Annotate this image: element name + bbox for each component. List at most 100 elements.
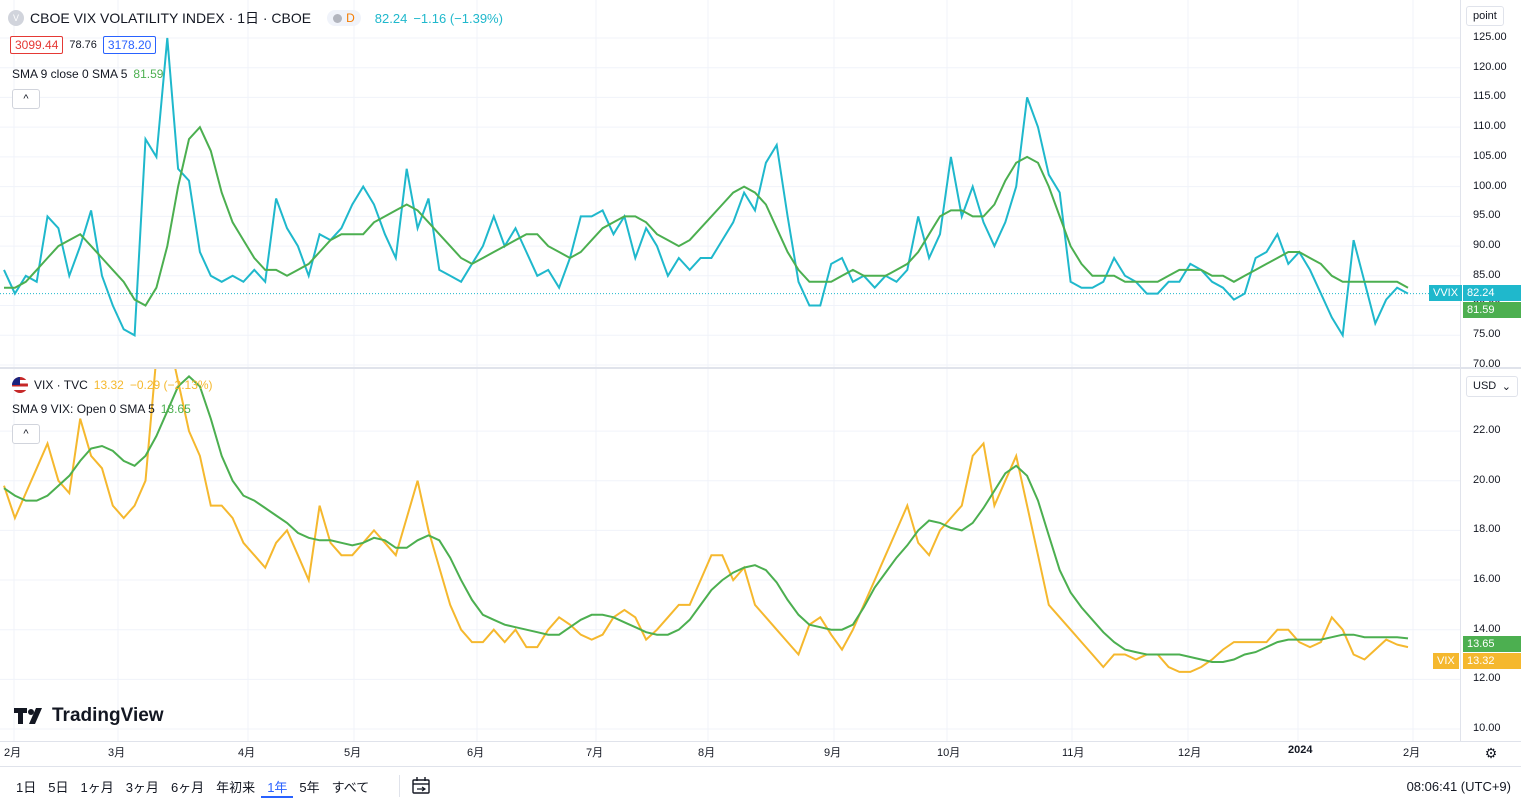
range-button[interactable]: 1年: [261, 777, 294, 798]
time-tick-label: 9月: [824, 747, 842, 759]
price-tick-label: 105.00: [1473, 149, 1507, 162]
toolbar-divider: [399, 775, 400, 797]
vvix-last-value: 82.24: [374, 10, 408, 26]
pane-separator[interactable]: [0, 367, 1521, 369]
chevron-down-icon: ⌄: [1501, 381, 1511, 393]
price-tick-label: 120.00: [1473, 60, 1507, 73]
time-tick-label: 12月: [1178, 747, 1202, 759]
range-buttons: 1日 5日 1ヶ月 3ヶ月 6ヶ月 年初来 1年 5年 すべて: [10, 777, 375, 798]
vvix-indicator-legend: SMA 9 close 0 SMA 5 81.59: [12, 67, 163, 81]
market-status-badge[interactable]: D: [327, 10, 361, 26]
price-tick-label: 100.00: [1473, 179, 1507, 192]
vix-price-line: [3, 369, 1409, 673]
vix-title[interactable]: VIX · TVC: [34, 378, 88, 392]
price-tick-label: 125.00: [1473, 30, 1507, 43]
price-axis-border: [1460, 0, 1461, 741]
vix-sma-tag: 13.65: [1463, 636, 1521, 652]
range-button[interactable]: 6ヶ月: [170, 780, 205, 795]
vvix-collapse-button[interactable]: ^: [12, 89, 40, 109]
vvix-indicator-value: 81.59: [133, 67, 164, 81]
delayed-badge: D: [346, 11, 355, 25]
vix-collapse-button[interactable]: ^: [12, 424, 40, 444]
price-tick-label: 75.00: [1473, 328, 1501, 341]
vvix-title[interactable]: CBOE VIX VOLATILITY INDEX · 1日 · CBOE: [30, 10, 312, 26]
brand-name: TradingView: [52, 705, 164, 726]
vvix-price-line: [3, 37, 1409, 339]
cboe-logo-icon: V: [8, 10, 24, 26]
price-tick-label: 12.00: [1473, 672, 1501, 685]
time-tick-label: 6月: [467, 747, 485, 759]
vvix-symbol-tag: VVIX: [1429, 285, 1463, 301]
range-button[interactable]: 年初来: [216, 780, 256, 795]
range-toolbar: 1日 5日 1ヶ月 3ヶ月 6ヶ月 年初来 1年 5年 すべて 08:06:41 (UTC+9): [0, 766, 1521, 808]
vvix-price-axis[interactable]: 70.0075.0080.0085.0090.0095.00100.00105.…: [1461, 0, 1521, 370]
range-button[interactable]: 5日: [48, 780, 69, 795]
time-tick-label: 11月: [1062, 747, 1085, 759]
ask-price-box[interactable]: 3178.20: [102, 36, 157, 54]
vvix-chart-pane[interactable]: [0, 0, 1460, 367]
vix-chart-pane[interactable]: [0, 369, 1460, 741]
price-tick-label: 10.00: [1473, 722, 1501, 735]
vix-last-tag: 13.32: [1463, 653, 1521, 669]
vix-legend: VIX · TVC 13.32 −0.29 (−2.13%): [12, 377, 213, 393]
time-tick-label: 3月: [108, 747, 126, 759]
price-tick-label: 22.00: [1473, 424, 1501, 437]
vvix-grid: [0, 0, 1460, 367]
time-tick-label: 7月: [586, 747, 604, 759]
vix-indicator-legend: SMA 9 VIX: Open 0 SMA 5 13.65: [12, 402, 191, 416]
gear-icon[interactable]: ⚙: [1484, 745, 1498, 761]
vvix-indicator-name[interactable]: SMA 9 close 0 SMA 5: [12, 67, 128, 81]
vvix-scale-button[interactable]: point: [1466, 6, 1504, 26]
chevron-up-icon: ^: [23, 428, 29, 440]
time-tick-label: 8月: [698, 747, 716, 759]
clock[interactable]: 08:06:41 (UTC+9): [1406, 779, 1511, 794]
range-button[interactable]: 1ヶ月: [80, 780, 114, 795]
bid-price-box[interactable]: 3099.44: [10, 36, 64, 54]
vix-price-axis[interactable]: 10.00 12.00 14.00 16.00 18.00 20.00 22.00: [1461, 369, 1521, 741]
time-tick-label: 5月: [344, 747, 362, 759]
price-tick-label: 115.00: [1473, 90, 1506, 103]
range-button[interactable]: 3ヶ月: [125, 780, 159, 795]
time-tick-label: 4月: [238, 747, 256, 759]
chevron-up-icon: ^: [23, 93, 29, 105]
vvix-last-tag: 82.24: [1463, 285, 1521, 301]
time-tick-label: 2月: [1403, 747, 1421, 759]
vix-symbol-tag: VIX: [1433, 653, 1459, 669]
range-button[interactable]: 5年: [299, 780, 320, 795]
spread-value: 78.76: [69, 39, 97, 51]
us-flag-icon: [12, 377, 28, 393]
price-tick-label: 70.00: [1473, 358, 1501, 370]
vix-grid: [0, 369, 1460, 741]
range-button[interactable]: 1日: [16, 780, 37, 795]
vix-currency-button[interactable]: USD ⌄: [1466, 376, 1518, 397]
vix-indicator-name[interactable]: SMA 9 VIX: Open 0 SMA 5: [12, 402, 155, 416]
price-tick-label: 18.00: [1473, 523, 1501, 536]
time-axis-border: [0, 741, 1521, 742]
range-button[interactable]: すべて: [331, 780, 370, 795]
vvix-legend: V CBOE VIX VOLATILITY INDEX · 1日 · CBOE …: [8, 8, 503, 28]
time-tick-label: 2月: [4, 747, 22, 759]
price-tick-label: 20.00: [1473, 473, 1501, 486]
date-range-icon[interactable]: [410, 775, 434, 797]
vix-currency-label: USD: [1473, 380, 1497, 392]
status-dot-icon: [333, 13, 343, 23]
price-tick-label: 95.00: [1473, 209, 1501, 222]
vvix-sma-tag: 81.59: [1463, 302, 1521, 318]
vix-sma-line: [3, 375, 1409, 663]
time-tick-label: 2024: [1288, 744, 1313, 756]
vvix-sma-line: [4, 125, 1409, 307]
tradingview-logo[interactable]: TradingView: [14, 705, 164, 727]
vvix-bid-ask-row: 3099.44 78.76 3178.20: [10, 36, 157, 54]
time-tick-label: 10月: [937, 747, 961, 759]
vvix-change-value: −1.16 (−1.39%): [413, 10, 503, 26]
vix-indicator-value: 13.65: [160, 402, 191, 416]
tradingview-icon: [14, 708, 42, 724]
price-tick-label: 16.00: [1473, 573, 1501, 586]
vix-last-value: 13.32: [93, 378, 124, 392]
price-tick-label: 14.00: [1473, 622, 1501, 635]
price-tick-label: 110.00: [1473, 120, 1506, 133]
vix-change-value: −0.29 (−2.13%): [129, 378, 213, 392]
price-tick-label: 85.00: [1473, 268, 1501, 281]
price-tick-label: 90.00: [1473, 239, 1501, 252]
time-axis[interactable]: 2月 3月 4月 5月 6月 7月 8月 9月 10月 11月 12月 2024 2月: [0, 742, 1460, 766]
